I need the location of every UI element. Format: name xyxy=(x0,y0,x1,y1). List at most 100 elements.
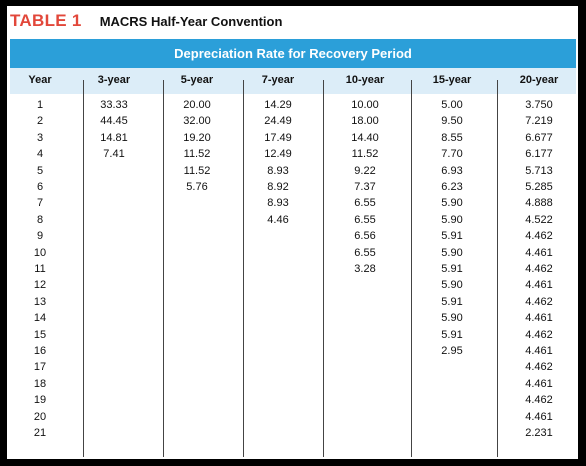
column-divider xyxy=(323,80,324,457)
rate-cell: 9.22 xyxy=(354,164,376,177)
rate-cell: 4.461 xyxy=(525,312,553,325)
rate-cell: 5.00 xyxy=(441,99,463,111)
year-cell: 11 xyxy=(34,263,46,275)
table-number: TABLE 1 xyxy=(10,11,82,30)
rate-cell: 4.461 xyxy=(525,345,553,357)
rate-cell: 20.00 xyxy=(183,99,211,111)
column-header-7-year: 7-year xyxy=(261,74,295,86)
rate-cell: 8.92 xyxy=(267,181,289,193)
rate-cell: 4.462 xyxy=(525,394,553,407)
rate-cell: 6.677 xyxy=(525,131,553,144)
rate-cell: 11.52 xyxy=(183,164,211,177)
year-cell: 1 xyxy=(36,99,44,111)
rate-cell: 8.93 xyxy=(267,164,289,177)
column-divider xyxy=(411,80,412,457)
rate-cell: 4.888 xyxy=(525,197,553,210)
year-cell: 17 xyxy=(33,361,47,374)
column-header-20-year: 20-year xyxy=(519,74,559,86)
rate-cell: 4.46 xyxy=(267,213,289,226)
column-header-5-year: 5-year xyxy=(180,74,214,86)
column-header-10-year: 10-year xyxy=(345,74,385,86)
year-cell: 3 xyxy=(36,131,44,144)
rate-cell: 4.461 xyxy=(525,410,553,423)
rate-cell: 17.49 xyxy=(264,131,292,144)
rate-cell: 6.93 xyxy=(441,164,463,177)
year-cell: 18 xyxy=(33,377,47,390)
rate-cell: 6.55 xyxy=(354,197,376,210)
rate-cell: 2.95 xyxy=(441,345,463,357)
rate-cell: 4.462 xyxy=(525,263,553,275)
column-divider xyxy=(497,80,498,457)
rate-cell: 5.91 xyxy=(441,230,463,243)
rate-cell: 11.52 xyxy=(351,148,379,161)
rate-cell: 4.461 xyxy=(525,246,553,259)
year-cell: 19 xyxy=(33,394,47,407)
rate-cell: 24.49 xyxy=(264,115,292,128)
rate-cell: 4.461 xyxy=(525,279,553,292)
banner-label: Depreciation Rate for Recovery Period xyxy=(174,46,412,61)
year-cell: 7 xyxy=(36,197,44,210)
rate-cell: 5.76 xyxy=(186,181,208,193)
rate-cell: 11.52 xyxy=(183,148,211,161)
rate-cell: 7.41 xyxy=(103,148,125,161)
rate-cell: 7.219 xyxy=(525,115,553,128)
column-header-row: Year 3-year 5-year 7-year 10-year 15-year 20-y… xyxy=(10,68,576,94)
rate-cell: 5.91 xyxy=(441,263,463,275)
table-name: MACRS Half-Year Convention xyxy=(99,13,283,29)
year-cell: 5 xyxy=(36,164,44,177)
rate-cell: 7.37 xyxy=(354,181,376,193)
rate-cell: 6.23 xyxy=(441,181,463,193)
year-cell: 6 xyxy=(36,181,44,193)
column-divider xyxy=(83,80,84,457)
column-divider xyxy=(243,80,244,457)
rate-cell: 7.70 xyxy=(441,148,463,161)
rate-cell: 4.462 xyxy=(525,361,553,374)
rate-cell: 9.50 xyxy=(441,115,463,128)
rate-cell: 6.55 xyxy=(354,213,376,226)
rate-cell: 14.81 xyxy=(100,131,128,144)
rate-cell: 6.56 xyxy=(354,230,376,243)
column-header-3-year: 3-year xyxy=(97,74,131,86)
column-header-15-year: 15-year xyxy=(432,74,472,86)
year-cell: 16 xyxy=(33,345,47,357)
rate-cell: 33.33 xyxy=(100,99,128,111)
year-cell: 4 xyxy=(36,148,44,161)
rate-cell: 2.231 xyxy=(525,427,553,439)
rate-cell: 12.49 xyxy=(264,148,292,161)
rate-cell: 5.90 xyxy=(441,279,463,292)
rate-cell: 4.462 xyxy=(525,230,553,243)
year-cell: 9 xyxy=(36,230,44,243)
rate-cell: 5.713 xyxy=(525,164,553,177)
rate-cell: 4.461 xyxy=(525,377,553,390)
rate-cell: 5.90 xyxy=(441,312,463,325)
rate-cell: 44.45 xyxy=(100,115,128,128)
year-cell: 2 xyxy=(36,115,44,128)
rate-cell: 5.90 xyxy=(441,213,463,226)
rate-cell: 8.93 xyxy=(267,197,289,210)
rate-cell: 5.285 xyxy=(525,181,553,193)
rate-cell: 3.28 xyxy=(354,263,376,275)
rate-cell: 4.462 xyxy=(525,328,553,341)
column-header-year: Year xyxy=(28,74,52,86)
rate-cell: 5.91 xyxy=(441,328,463,341)
rate-cell: 14.40 xyxy=(351,131,379,144)
rate-cell: 10.00 xyxy=(351,99,379,111)
year-cell: 21 xyxy=(33,427,47,439)
rate-cell: 32.00 xyxy=(183,115,211,128)
rate-cell: 3.750 xyxy=(525,99,553,111)
year-cell: 13 xyxy=(33,295,47,308)
rate-cell: 5.91 xyxy=(441,295,463,308)
year-cell: 15 xyxy=(33,328,47,341)
rate-cell: 8.55 xyxy=(441,131,463,144)
table-banner: Depreciation Rate for Recovery Period xyxy=(10,39,576,68)
rate-cell: 5.90 xyxy=(441,246,463,259)
rate-cell: 4.522 xyxy=(525,213,553,226)
rate-cell: 18.00 xyxy=(351,115,379,128)
rate-cell: 19.20 xyxy=(183,131,211,144)
column-divider xyxy=(163,80,164,457)
rate-cell: 5.90 xyxy=(441,197,463,210)
year-cell: 12 xyxy=(33,279,47,292)
rate-cell: 6.55 xyxy=(354,246,376,259)
rate-cell: 6.177 xyxy=(525,148,553,161)
year-cell: 10 xyxy=(33,246,47,259)
